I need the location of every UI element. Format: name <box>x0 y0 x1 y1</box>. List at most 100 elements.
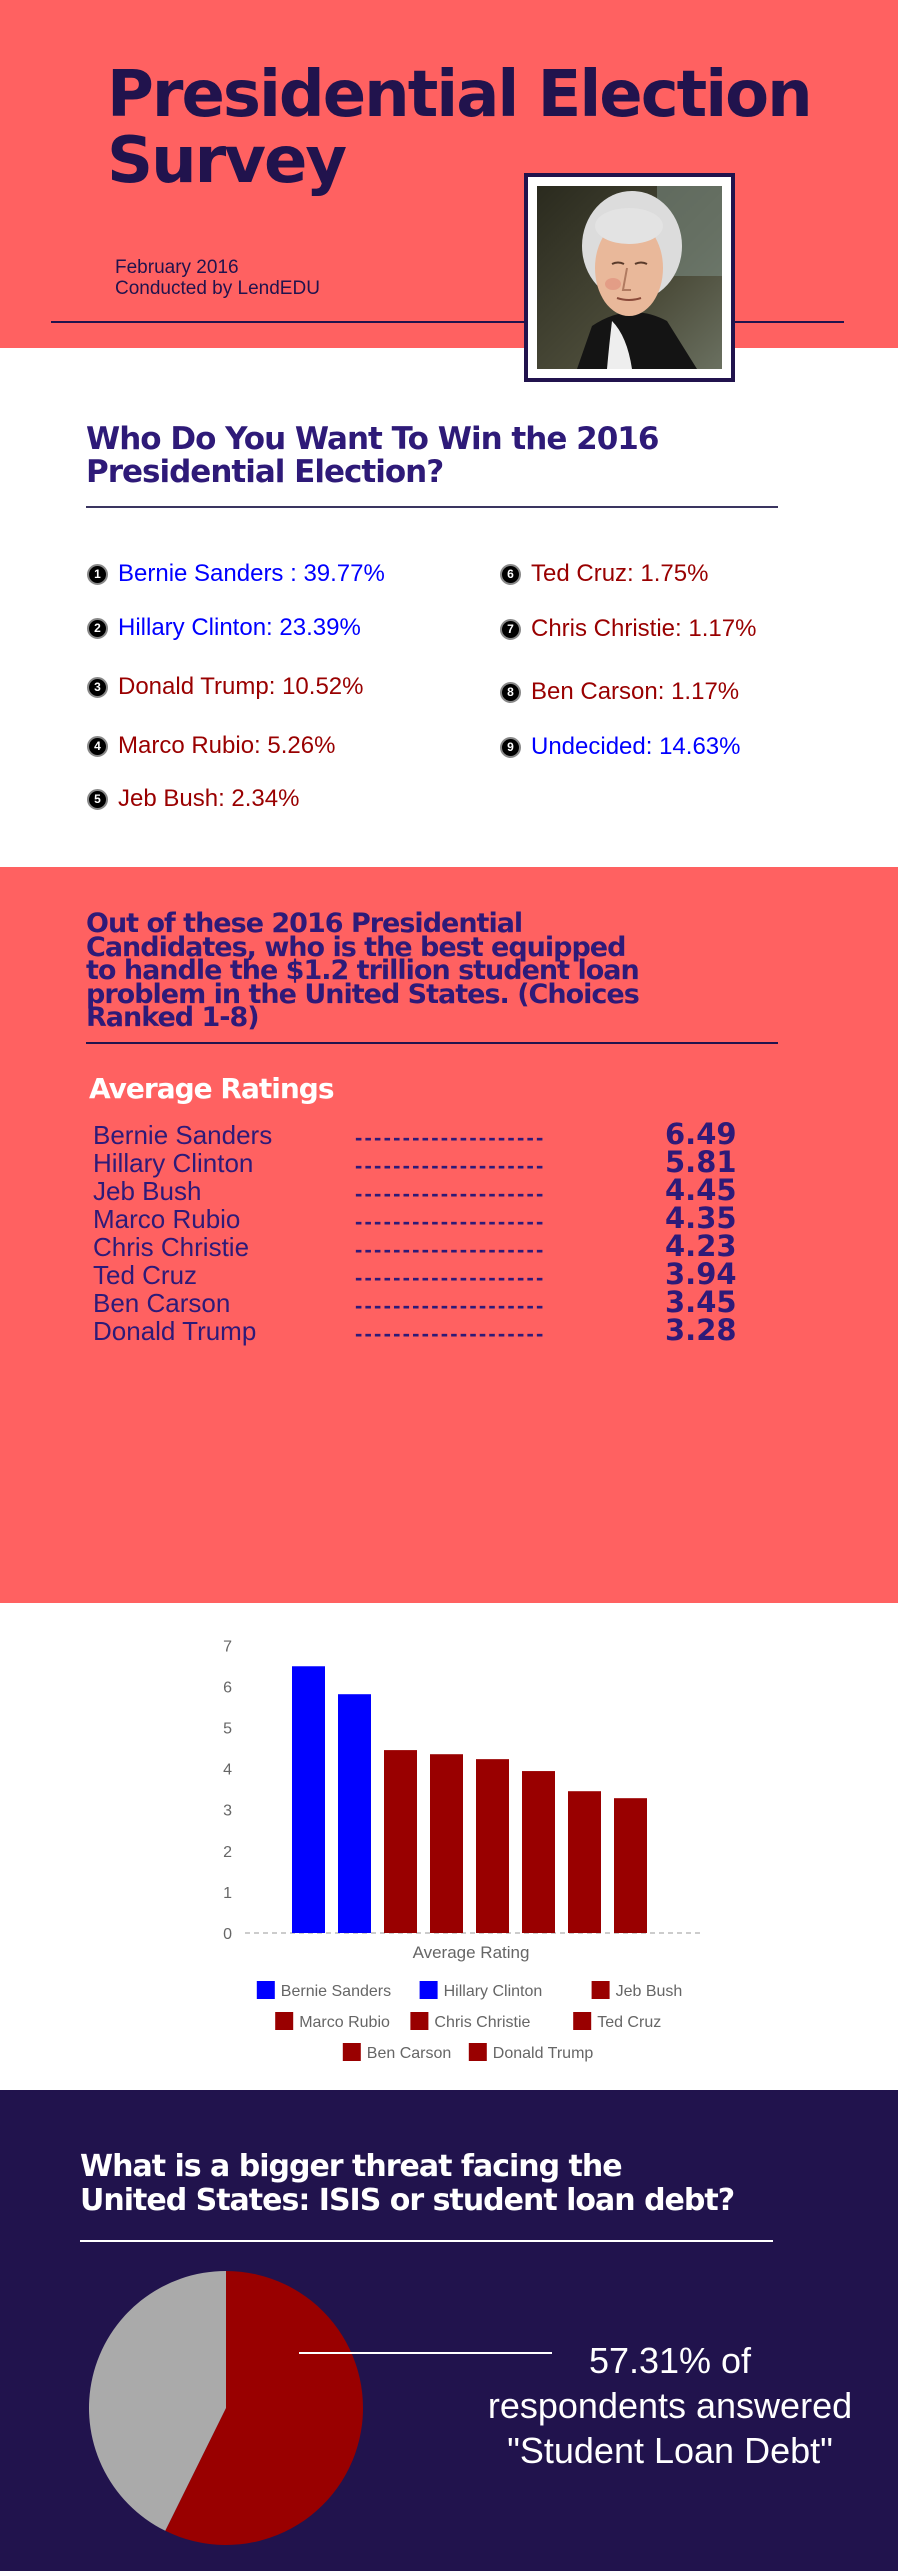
rating-row: Hillary Clinton -------------------- 5.81 <box>93 1145 773 1179</box>
average-rating-bar-chart: 0 1 2 3 4 5 6 7 Average Rating Bernie Sanders Hill… <box>223 1638 702 2062</box>
legend-item: Ben Carson <box>342 2043 452 2062</box>
rating-value: 3.28 <box>665 1313 737 1347</box>
rating-value: 3.94 <box>665 1257 737 1291</box>
number-badge-icon: 6 <box>500 563 521 585</box>
legend-label: Ben Carson <box>367 2045 452 2062</box>
legend-swatch <box>468 2043 487 2061</box>
ratings-question: Out of these 2016 Presidential Candidate… <box>86 908 640 1033</box>
candidate-name: Donald Trump <box>93 1316 257 1346</box>
number-badge-icon: 2 <box>87 617 108 639</box>
legend-item: Ted Cruz <box>573 2012 661 2031</box>
dotted-leader: -------------------- <box>355 1323 546 1345</box>
rating-value: 6.49 <box>665 1117 737 1151</box>
dotted-leader: -------------------- <box>355 1295 546 1317</box>
rating-row: Marco Rubio -------------------- 4.35 <box>93 1201 773 1235</box>
pie-slice <box>88 2271 226 2531</box>
number-badge-icon: 7 <box>500 618 521 640</box>
header-section: Presidential Election Survey February 20… <box>0 0 898 348</box>
george-washington-portrait <box>537 186 722 369</box>
legend-swatch <box>256 1981 275 1999</box>
ratings-divider <box>86 1042 778 1044</box>
legend-label: Chris Christie <box>434 2014 530 2031</box>
candidate-name: Ben Carson <box>93 1288 231 1318</box>
number-badge-icon: 9 <box>500 736 521 758</box>
legend-swatch <box>591 1981 610 1999</box>
candidate-name: Jeb Bush <box>93 1176 202 1206</box>
legend-item: Jeb Bush <box>591 1981 682 2000</box>
legend-label: Marco Rubio <box>299 2014 390 2031</box>
legend-swatch <box>419 1981 438 1999</box>
bar-chart-section: 0 1 2 3 4 5 6 7 Average Rating Bernie Sanders Hill… <box>0 1603 898 2090</box>
poll-item-text: Ben Carson: 1.17% <box>531 678 740 705</box>
y-tick-label: 4 <box>223 1762 232 1779</box>
legend-label: Hillary Clinton <box>444 1983 543 2000</box>
bar <box>338 1694 371 1933</box>
poll-item-text: Donald Trump: 10.52% <box>118 673 364 700</box>
number-badge-icon: 8 <box>500 681 521 703</box>
rating-value: 4.35 <box>665 1201 737 1235</box>
poll-item-text: Ted Cruz: 1.75% <box>531 560 709 587</box>
rating-value: 5.81 <box>665 1145 737 1179</box>
average-ratings-heading: Average Ratings <box>89 1072 334 1105</box>
number-badge-icon: 3 <box>87 676 108 698</box>
legend-swatch <box>410 2012 429 2030</box>
bar <box>384 1750 417 1933</box>
number-badge-icon: 5 <box>87 788 108 810</box>
header-divider <box>51 321 844 323</box>
rating-row: Bernie Sanders -------------------- 6.49 <box>93 1117 773 1151</box>
y-tick-label: 2 <box>223 1844 232 1861</box>
y-tick-label: 0 <box>223 1926 232 1943</box>
survey-date: February 2016 <box>115 257 239 278</box>
x-axis-label: Average Rating <box>413 1943 530 1962</box>
poll-item: 7 Chris Christie: 1.17% <box>500 615 756 643</box>
poll-item: 4 Marco Rubio: 5.26% <box>87 732 335 760</box>
poll-question: Who Do You Want To Win the 2016 Presiden… <box>86 421 659 490</box>
rating-value: 4.45 <box>665 1173 737 1207</box>
legend-label: Donald Trump <box>493 2045 594 2062</box>
poll-divider <box>86 506 778 508</box>
threat-pie-chart <box>88 2271 552 2545</box>
bar <box>476 1759 509 1933</box>
rating-value: 3.45 <box>665 1285 737 1319</box>
y-tick-label: 6 <box>223 1679 232 1696</box>
candidate-name: Ted Cruz <box>93 1260 198 1290</box>
rating-row: Jeb Bush -------------------- 4.45 <box>93 1173 773 1207</box>
page-title-line1: Presidential Election <box>107 58 813 132</box>
threat-divider <box>80 2240 773 2242</box>
legend-swatch <box>573 2012 592 2030</box>
bar <box>522 1771 555 1933</box>
poll-item-text: Marco Rubio: 5.26% <box>118 732 336 759</box>
poll-item-text: Chris Christie: 1.17% <box>531 615 757 642</box>
poll-item-text: Hillary Clinton: 23.39% <box>118 614 361 641</box>
ratings-section: Out of these 2016 Presidential Candidate… <box>0 867 898 1603</box>
rating-row: Chris Christie -------------------- 4.23 <box>93 1229 773 1263</box>
candidate-name: Marco Rubio <box>93 1204 241 1234</box>
threat-question: What is a bigger threat facing the Unite… <box>80 2149 735 2218</box>
y-tick-label: 5 <box>223 1721 232 1738</box>
rating-row: Donald Trump -------------------- 3.28 <box>93 1313 773 1347</box>
survey-author: Conducted by LendEDU <box>115 278 320 299</box>
dotted-leader: -------------------- <box>355 1239 546 1261</box>
legend-label: Ted Cruz <box>597 2014 661 2031</box>
number-badge-icon: 1 <box>87 563 108 585</box>
rating-value: 4.23 <box>665 1229 737 1263</box>
bar <box>292 1666 325 1933</box>
poll-item: 8 Ben Carson: 1.17% <box>500 678 739 706</box>
dotted-leader: -------------------- <box>355 1267 546 1289</box>
dotted-leader: -------------------- <box>355 1183 546 1205</box>
threat-section: What is a bigger threat facing the Unite… <box>0 2090 898 2571</box>
legend-item: Donald Trump <box>468 2043 594 2062</box>
candidate-name: Chris Christie <box>93 1232 250 1262</box>
rating-row: Ted Cruz -------------------- 3.94 <box>93 1257 773 1291</box>
dotted-leader: -------------------- <box>355 1127 546 1149</box>
dotted-leader: -------------------- <box>355 1155 546 1177</box>
pie-callout: 57.31% of respondents answered "Student … <box>487 2340 853 2471</box>
bar <box>430 1754 463 1933</box>
poll-item: 5 Jeb Bush: 2.34% <box>87 785 299 813</box>
bar <box>568 1791 601 1933</box>
poll-section: Who Do You Want To Win the 2016 Presiden… <box>0 348 898 867</box>
y-tick-label: 7 <box>223 1638 232 1655</box>
legend-label: Bernie Sanders <box>281 1983 391 2000</box>
legend-item: Bernie Sanders <box>256 1981 391 2000</box>
poll-item-text: Undecided: 14.63% <box>531 733 741 760</box>
